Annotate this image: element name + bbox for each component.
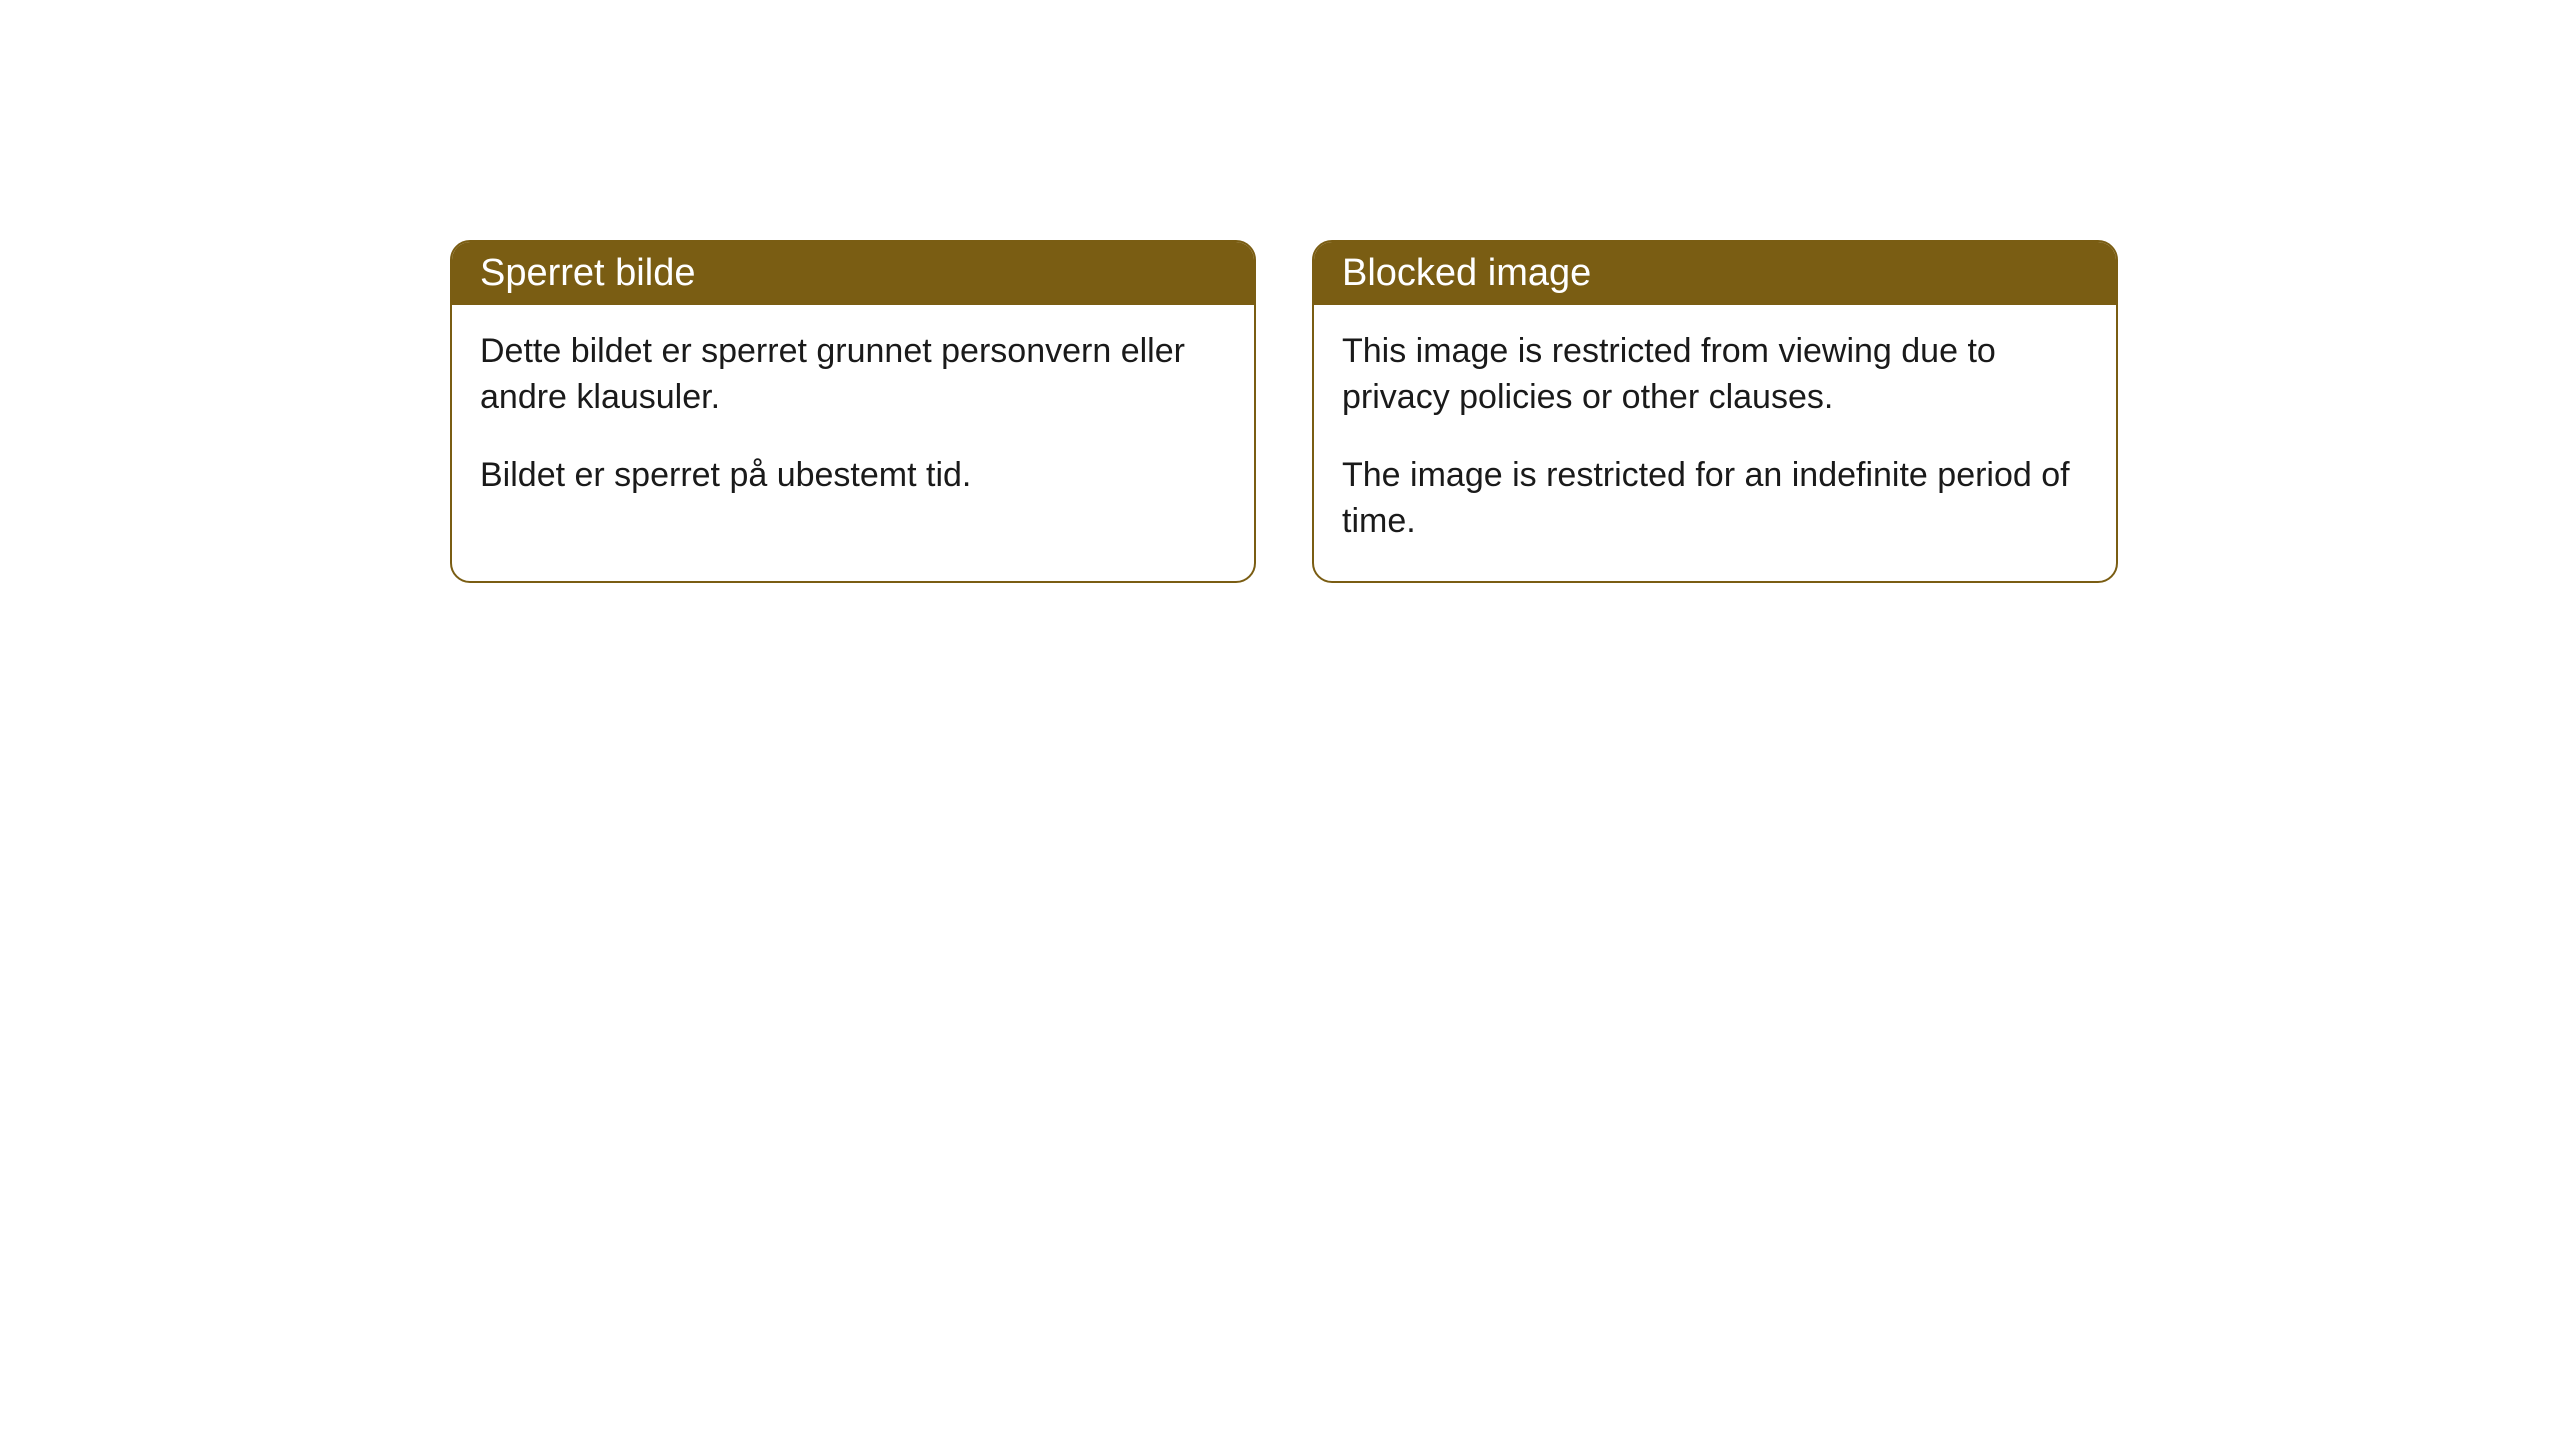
card-title: Sperret bilde bbox=[480, 252, 695, 294]
card-english: Blocked image This image is restricted f… bbox=[1312, 240, 2118, 583]
card-title: Blocked image bbox=[1342, 252, 1591, 294]
card-header-english: Blocked image bbox=[1314, 242, 2116, 305]
card-norwegian: Sperret bilde Dette bildet er sperret gr… bbox=[450, 240, 1256, 583]
card-body-english: This image is restricted from viewing du… bbox=[1314, 305, 2116, 581]
card-header-norwegian: Sperret bilde bbox=[452, 242, 1254, 305]
card-paragraph-2: The image is restricted for an indefinit… bbox=[1342, 453, 2088, 545]
cards-container: Sperret bilde Dette bildet er sperret gr… bbox=[0, 0, 2560, 583]
card-paragraph-1: Dette bildet er sperret grunnet personve… bbox=[480, 329, 1226, 421]
card-paragraph-2: Bildet er sperret på ubestemt tid. bbox=[480, 453, 1226, 499]
card-body-norwegian: Dette bildet er sperret grunnet personve… bbox=[452, 305, 1254, 535]
card-paragraph-1: This image is restricted from viewing du… bbox=[1342, 329, 2088, 421]
